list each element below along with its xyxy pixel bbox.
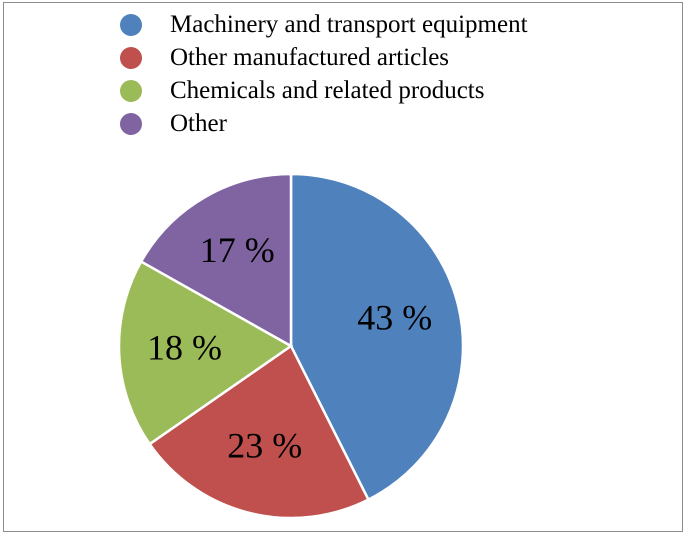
legend-marker-other [120,112,142,135]
chart-legend: Machinery and transport equipment Other … [120,8,528,140]
data-label-other: 17 % [200,230,275,270]
legend-item-machinery: Machinery and transport equipment [120,8,528,41]
legend-marker-machinery [120,13,142,36]
data-label-other-manufactured: 23 % [227,426,302,466]
pie-slice-machinery [289,172,465,502]
legend-label-chemicals: Chemicals and related products [170,77,485,104]
legend-marker-other-manufactured [120,46,142,69]
legend-label-machinery: Machinery and transport equipment [170,11,528,38]
legend-item-other: Other [120,107,528,140]
legend-item-other-manufactured: Other manufactured articles [120,41,528,74]
pie-slice-other-manufactured [147,344,371,520]
legend-marker-chemicals [120,79,142,102]
pie-slice-chemicals [117,259,294,446]
data-label-machinery: 43 % [357,298,432,338]
legend-label-other-manufactured: Other manufactured articles [170,44,450,71]
pie-slice-other [139,172,293,349]
data-label-chemicals: 18 % [147,327,222,367]
legend-item-chemicals: Chemicals and related products [120,74,528,107]
legend-label-other: Other [170,110,227,137]
